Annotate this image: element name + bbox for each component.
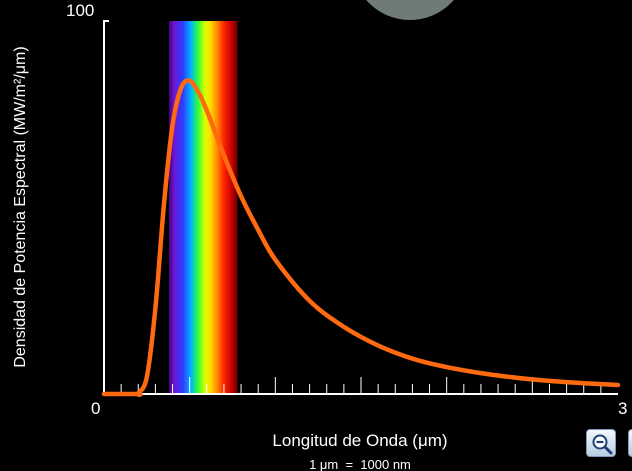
x-tick-label-max: 3 [618, 399, 627, 418]
x-axis-ticks [120, 377, 602, 394]
magnifier-minus-icon [592, 434, 613, 455]
y-tick-label-max: 100 [66, 1, 94, 20]
thermometer-bulb[interactable] [352, 0, 468, 20]
zoom-in-button[interactable] [628, 429, 632, 457]
x-axis-title: Longitud de Onda (μm) [272, 431, 447, 450]
x-tick-label-min: 0 [91, 399, 100, 418]
y-axis-title: Densidad de Potencia Espectral (MW/m²/μm… [12, 46, 29, 367]
zoom-out-button[interactable] [586, 429, 616, 457]
spectral-curve [101, 78, 621, 397]
x-axis-unit-note: 1 μm = 1000 nm [309, 457, 411, 471]
visible-spectrum-band [169, 21, 238, 394]
